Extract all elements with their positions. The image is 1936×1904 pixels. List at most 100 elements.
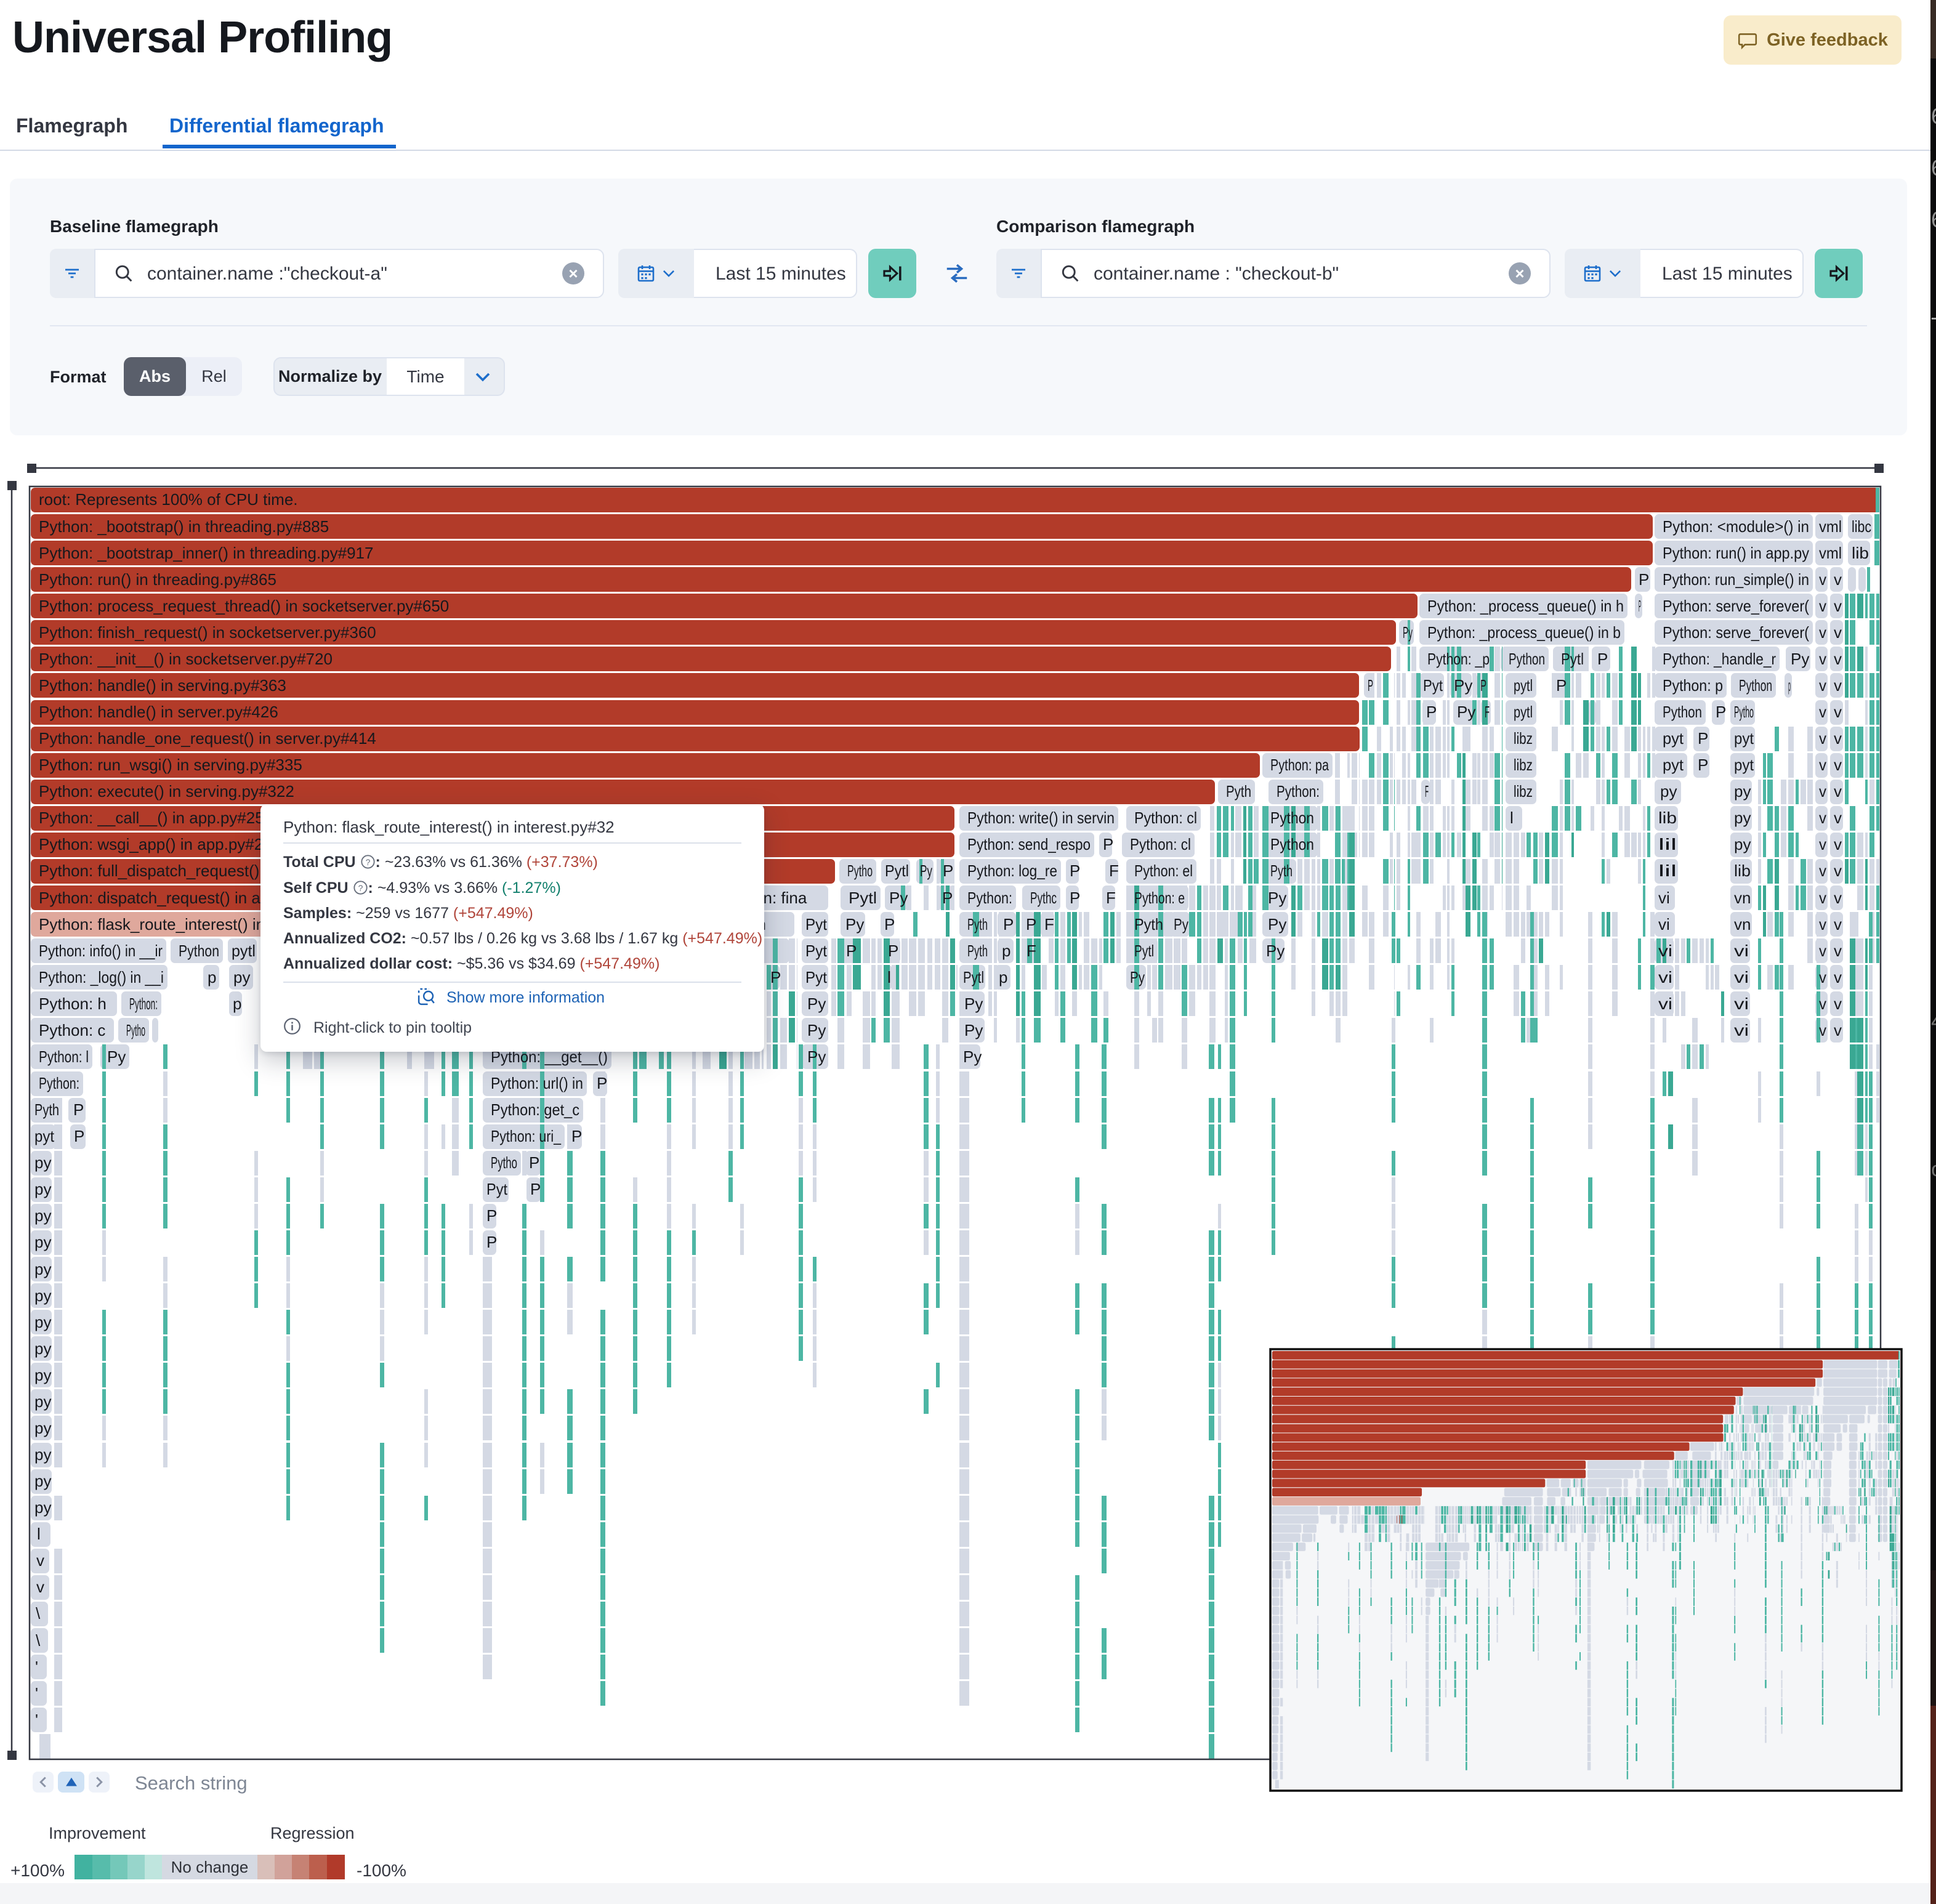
- svg-text:Python: _process_queue() in h: Python: _process_queue() in h: [1427, 597, 1624, 615]
- svg-text:P: P: [571, 1127, 582, 1145]
- svg-text:v: v: [1819, 729, 1826, 748]
- svg-text:P: P: [1426, 703, 1437, 721]
- svg-text:v: v: [1819, 703, 1826, 721]
- svg-text:v: v: [1819, 861, 1826, 880]
- svg-text:Py: Py: [1130, 968, 1145, 986]
- svg-text:Pyth: Pyth: [967, 942, 988, 960]
- svg-text:Python: _log() in __i: Python: _log() in __i: [39, 968, 164, 986]
- svg-text:P: P: [1103, 835, 1113, 853]
- svg-text:P: P: [1480, 676, 1486, 695]
- svg-text:p: p: [1002, 942, 1010, 960]
- svg-text:Python:: Python:: [967, 889, 1012, 907]
- svg-text:py: py: [34, 1233, 51, 1251]
- svg-text:Python: uri_: Python: uri_: [491, 1127, 561, 1145]
- svg-text:P: P: [73, 1100, 84, 1119]
- svg-text:Python: cl: Python: cl: [1134, 809, 1197, 827]
- svg-text:py: py: [1734, 809, 1751, 827]
- svg-text:\: \: [36, 1631, 41, 1650]
- svg-text:Pytho: Pytho: [126, 1021, 145, 1039]
- svg-text:py: py: [34, 1419, 51, 1437]
- svg-text:Python:: Python:: [1277, 782, 1320, 801]
- svg-text:vml: vml: [1819, 544, 1842, 562]
- svg-text:vi: vi: [1658, 889, 1670, 907]
- svg-text:v: v: [1819, 597, 1826, 615]
- svg-text:Python: _process_queue() in b: Python: _process_queue() in b: [1427, 623, 1621, 642]
- svg-text:Python: _bootstrap_inner() in: Python: _bootstrap_inner() in threading.…: [39, 544, 373, 562]
- svg-text:vn: vn: [1734, 915, 1751, 934]
- svg-text:Py: Py: [964, 994, 983, 1013]
- svg-text:Py: Py: [807, 1021, 826, 1039]
- svg-text:?: ?: [358, 883, 363, 893]
- svg-text:py: py: [1660, 782, 1677, 801]
- svg-text:Python: Python: [1509, 650, 1545, 668]
- svg-text:?: ?: [365, 857, 370, 867]
- svg-text:P: P: [1639, 597, 1641, 615]
- svg-text:v: v: [1819, 809, 1826, 827]
- svg-text:v: v: [1819, 782, 1826, 801]
- svg-text:Python: get_c: Python: get_c: [491, 1100, 579, 1119]
- svg-text:P: P: [884, 915, 895, 934]
- svg-text:py: py: [1734, 835, 1751, 853]
- svg-text:': ': [35, 1711, 38, 1729]
- svg-text:py: py: [233, 968, 250, 986]
- svg-text:py: py: [34, 1313, 51, 1331]
- svg-text:P: P: [1070, 889, 1080, 907]
- svg-text:Py: Py: [107, 1047, 126, 1066]
- svg-text:Pytl: Pytl: [849, 889, 877, 907]
- svg-text:Python: Python: [1270, 809, 1314, 827]
- svg-text:v: v: [1819, 570, 1826, 589]
- svg-text:v: v: [1819, 889, 1826, 907]
- svg-text:Python: process_request_thread: Python: process_request_thread() in sock…: [39, 597, 449, 615]
- svg-text:Python: send_respo: Python: send_respo: [967, 835, 1091, 853]
- svg-text:Py: Py: [807, 1047, 826, 1066]
- svg-text:vml: vml: [1819, 517, 1842, 536]
- svg-text:pytl: pytl: [1514, 676, 1533, 695]
- svg-text:v: v: [1834, 570, 1842, 589]
- svg-text:pyt: pyt: [1663, 729, 1684, 748]
- svg-text:Py: Py: [920, 861, 932, 880]
- svg-text:v: v: [1819, 756, 1826, 774]
- svg-text:F: F: [1044, 915, 1054, 934]
- svg-text:Python: cl: Python: cl: [1130, 835, 1191, 853]
- svg-text:Python:: Python:: [39, 1074, 79, 1092]
- svg-text:v: v: [1834, 729, 1842, 748]
- svg-text:Python: <module>() in: Python: <module>() in: [1663, 517, 1809, 536]
- svg-text:v: v: [1834, 861, 1842, 880]
- svg-text:pytl: pytl: [1514, 703, 1533, 721]
- svg-text:Python: Python: [1270, 835, 1314, 853]
- svg-text:P: P: [530, 1180, 541, 1198]
- svg-text:v: v: [1819, 942, 1826, 960]
- svg-text:Python: run_wsgi() in serving.: Python: run_wsgi() in serving.py#335: [39, 756, 302, 774]
- svg-text:F: F: [1109, 861, 1119, 880]
- svg-text:p: p: [208, 968, 216, 986]
- svg-text:Python: execute() in serving.p: Python: execute() in serving.py#322: [39, 782, 294, 801]
- svg-text:lil: lil: [1658, 861, 1677, 880]
- svg-text:vi: vi: [1734, 942, 1749, 960]
- svg-text:py: py: [34, 1366, 51, 1384]
- svg-text:py: py: [34, 1498, 51, 1517]
- svg-text:v: v: [1834, 623, 1842, 642]
- svg-text:Pyth: Pyth: [34, 1100, 59, 1119]
- svg-text:Py: Py: [1403, 623, 1413, 642]
- svg-text:': ': [35, 1658, 38, 1676]
- svg-text:libz: libz: [1514, 729, 1533, 748]
- svg-text:Python: c: Python: c: [39, 1021, 105, 1039]
- svg-text:py: py: [1734, 782, 1751, 801]
- svg-text:Python: write() in servin: Python: write() in servin: [967, 809, 1115, 827]
- svg-text:p: p: [1788, 676, 1791, 695]
- svg-text:v: v: [1834, 703, 1842, 721]
- svg-text:Python: __call__() in app.py#2: Python: __call__() in app.py#2548: [39, 809, 282, 827]
- svg-text:pyt: pyt: [1663, 756, 1684, 774]
- svg-text:pytl: pytl: [232, 942, 256, 960]
- svg-text:vi: vi: [1734, 968, 1749, 986]
- svg-text:Python: __init__() in socketse: Python: __init__() in socketserver.py#72…: [39, 650, 333, 668]
- svg-text:py: py: [34, 1339, 51, 1358]
- svg-text:v: v: [1834, 942, 1842, 960]
- svg-text:P: P: [1597, 650, 1608, 668]
- svg-text:P: P: [1698, 729, 1708, 748]
- svg-text:v: v: [1834, 994, 1842, 1013]
- svg-text:v: v: [1834, 835, 1842, 853]
- svg-text:v: v: [1819, 650, 1826, 668]
- svg-text:Pytl: Pytl: [1561, 650, 1584, 668]
- svg-text:': ': [35, 1684, 38, 1703]
